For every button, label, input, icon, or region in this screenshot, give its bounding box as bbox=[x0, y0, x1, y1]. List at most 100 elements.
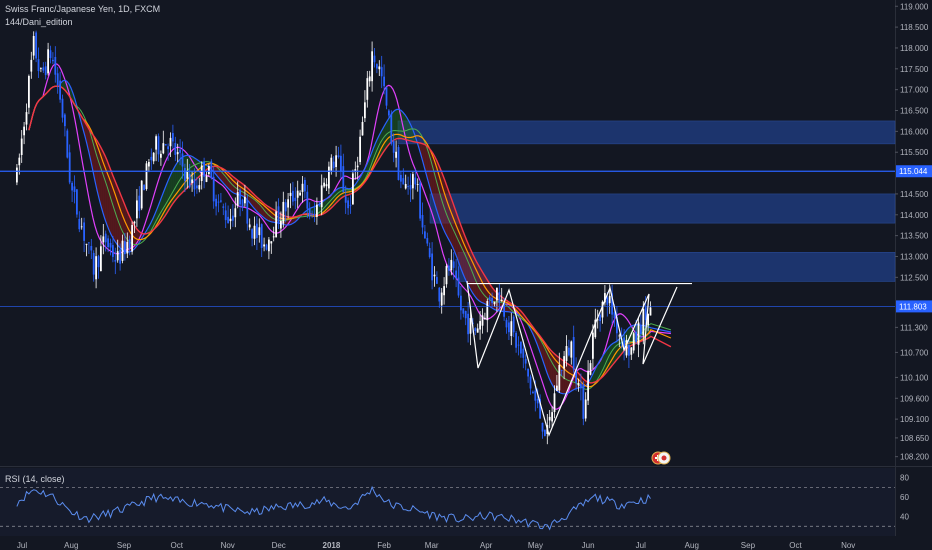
time-tick-label: Dec bbox=[272, 541, 286, 550]
candle-body bbox=[88, 242, 90, 244]
ma-cloud bbox=[240, 182, 243, 197]
candle-body bbox=[44, 66, 47, 76]
flag-icon[interactable] bbox=[651, 450, 671, 466]
ma-cloud bbox=[118, 190, 121, 249]
ma-cloud bbox=[550, 350, 553, 386]
candle-body bbox=[112, 245, 114, 257]
candle-body bbox=[395, 151, 397, 158]
candle-body bbox=[20, 138, 23, 155]
candle-body bbox=[308, 208, 311, 217]
candle-body bbox=[102, 236, 105, 243]
time-tick-label: Jun bbox=[582, 541, 595, 550]
candle-body bbox=[352, 173, 354, 205]
rsi-label: RSI (14, close) bbox=[5, 474, 65, 484]
candle-body bbox=[412, 174, 414, 189]
time-tick-label: Aug bbox=[685, 541, 699, 550]
candle-body bbox=[599, 314, 601, 322]
candle-body bbox=[380, 67, 383, 77]
candle-body bbox=[241, 199, 244, 208]
time-tick-label: Oct bbox=[170, 541, 183, 550]
time-tick-label: Feb bbox=[377, 541, 391, 550]
candle-body bbox=[436, 277, 438, 284]
candle-body bbox=[532, 391, 534, 394]
candle-body bbox=[184, 167, 186, 181]
candle-body bbox=[296, 190, 299, 198]
candle-body bbox=[71, 182, 73, 191]
ma-cloud bbox=[222, 168, 225, 185]
ma-cloud bbox=[174, 163, 177, 201]
candle-body bbox=[234, 208, 237, 218]
candle-body bbox=[594, 319, 597, 338]
ma-cloud bbox=[98, 143, 101, 206]
candle-body bbox=[275, 211, 277, 238]
ma-cloud bbox=[552, 352, 555, 389]
candle-body bbox=[32, 35, 35, 56]
candle-body bbox=[491, 298, 493, 304]
ma-cloud bbox=[432, 153, 435, 205]
candle-body bbox=[299, 192, 301, 196]
price-tick-label: 117.500 bbox=[900, 65, 929, 74]
candle-body bbox=[162, 143, 165, 154]
candle-body bbox=[527, 368, 529, 377]
candle-body bbox=[126, 241, 129, 254]
candle-body bbox=[359, 136, 361, 163]
candle-body bbox=[522, 348, 525, 358]
candle-body bbox=[582, 384, 585, 419]
candle-body bbox=[553, 393, 556, 412]
candle-body bbox=[131, 225, 133, 252]
candle-body bbox=[383, 76, 385, 87]
candle-body bbox=[361, 121, 364, 136]
ma-cloud bbox=[102, 151, 105, 219]
candle-body bbox=[498, 292, 501, 303]
candle-body bbox=[289, 192, 292, 196]
candle-body bbox=[25, 112, 28, 125]
ma-cloud bbox=[216, 166, 219, 178]
price-tick-label: 116.000 bbox=[900, 127, 929, 136]
candle-body bbox=[484, 317, 486, 320]
candle-body bbox=[512, 316, 515, 333]
candle-body bbox=[366, 78, 369, 100]
candle-body bbox=[239, 189, 241, 205]
candle-body bbox=[455, 270, 457, 279]
supply-zone bbox=[397, 120, 896, 145]
candle-body bbox=[349, 205, 352, 207]
candle-body bbox=[337, 155, 340, 158]
candle-body bbox=[577, 382, 580, 386]
candle-body bbox=[35, 32, 37, 59]
candle-body bbox=[371, 51, 373, 82]
candle-body bbox=[544, 429, 546, 436]
ma-cloud bbox=[408, 121, 411, 142]
candle-body bbox=[644, 307, 647, 321]
candle-body bbox=[467, 313, 469, 335]
candle-body bbox=[167, 146, 169, 150]
candle-body bbox=[529, 376, 532, 389]
candle-body bbox=[320, 185, 323, 208]
candle-body bbox=[155, 136, 157, 150]
ma-cloud bbox=[446, 186, 449, 240]
ma-cloud bbox=[444, 180, 447, 237]
ma-cloud bbox=[548, 348, 551, 383]
candle-body bbox=[253, 225, 256, 239]
price-tick-label: 110.100 bbox=[900, 373, 929, 382]
candle-body bbox=[128, 239, 131, 249]
price-tick-label: 112.500 bbox=[900, 273, 929, 282]
ma-cloud bbox=[84, 122, 87, 144]
candle-body bbox=[330, 157, 333, 171]
ma-cloud bbox=[116, 185, 119, 247]
candle-body bbox=[244, 196, 246, 204]
candle-body bbox=[205, 176, 208, 182]
ma-cloud bbox=[148, 222, 151, 233]
ma-cloud bbox=[122, 200, 125, 252]
candle-body bbox=[282, 201, 285, 224]
candle-body bbox=[92, 252, 95, 275]
ma-cloud bbox=[424, 144, 427, 177]
candle-body bbox=[649, 307, 652, 316]
candle-body bbox=[642, 309, 645, 336]
ma-cloud bbox=[176, 160, 179, 199]
candle-body bbox=[196, 185, 198, 189]
candle-body bbox=[143, 185, 145, 191]
candle-body bbox=[450, 259, 453, 271]
candle-body bbox=[66, 130, 69, 158]
candle-body bbox=[133, 221, 136, 224]
